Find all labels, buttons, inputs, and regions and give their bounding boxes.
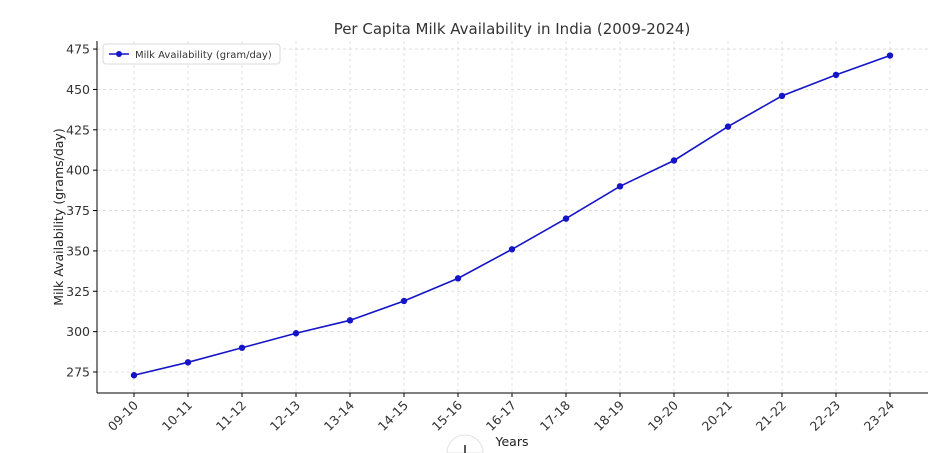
data-point [562,215,570,222]
data-point [454,275,462,282]
x-tick-label: 13-14 [321,397,357,433]
data-point [886,52,894,59]
data-point [616,183,624,190]
legend-marker [116,51,122,57]
y-tick-label: 475 [66,42,90,57]
data-point [832,71,840,79]
x-tick-label: 21-22 [753,398,789,434]
data-point [508,246,516,253]
data-point [238,344,246,351]
data-point [184,359,192,366]
scroll-button[interactable] [446,434,484,453]
x-axis-label: Years [495,434,529,449]
y-tick-label: 375 [66,203,90,218]
x-tick-label: 11-12 [213,398,249,434]
data-point [724,123,732,130]
x-tick-label: 10-11 [159,398,195,434]
y-tick-label: 450 [66,82,90,97]
x-tick-label: 15-16 [429,397,465,433]
axes [96,41,928,394]
data-point [670,157,678,164]
legend-entry-label: Milk Availability (gram/day) [135,50,272,61]
legend: Milk Availability (gram/day) [102,43,281,65]
legend-box [102,43,281,65]
y-tick-label: 400 [66,163,90,178]
x-tick-label: 12-13 [267,398,303,434]
y-tick-label: 350 [66,243,90,258]
x-tick-label: 16-17 [483,398,519,434]
x-axis-ticks: 09-10 10-11 11-12 12-13 13-14 14-15 15-16 16-17… [105,393,897,434]
y-tick-label: 300 [66,324,90,339]
y-tick-label: 425 [66,122,90,137]
y-tick-label: 325 [66,284,90,299]
data-point [400,297,408,305]
grid [97,41,928,393]
x-tick-label: 20-21 [699,398,735,434]
x-tick-label: 19-20 [645,397,681,433]
x-tick-label: 23-24 [861,397,897,433]
x-tick-label: 09-10 [105,397,141,433]
scroll-indicator[interactable] [446,434,484,453]
data-point [292,330,300,337]
data-point [130,372,138,379]
data-point [778,92,786,100]
series [130,52,894,379]
x-tick-label: 18-19 [591,397,627,433]
y-axis-label: Milk Availability (grams/day) [51,128,66,305]
x-tick-label: 14-15 [375,398,411,434]
y-axis-ticks: 275 300 325 350 375 400 425 450 475 [66,42,97,380]
y-tick-label: 275 [66,365,90,380]
x-tick-label: 17-18 [537,397,573,433]
data-point [346,317,354,324]
chart-title: Per Capita Milk Availability in India (2… [334,20,691,38]
x-tick-label: 22-23 [807,398,843,434]
